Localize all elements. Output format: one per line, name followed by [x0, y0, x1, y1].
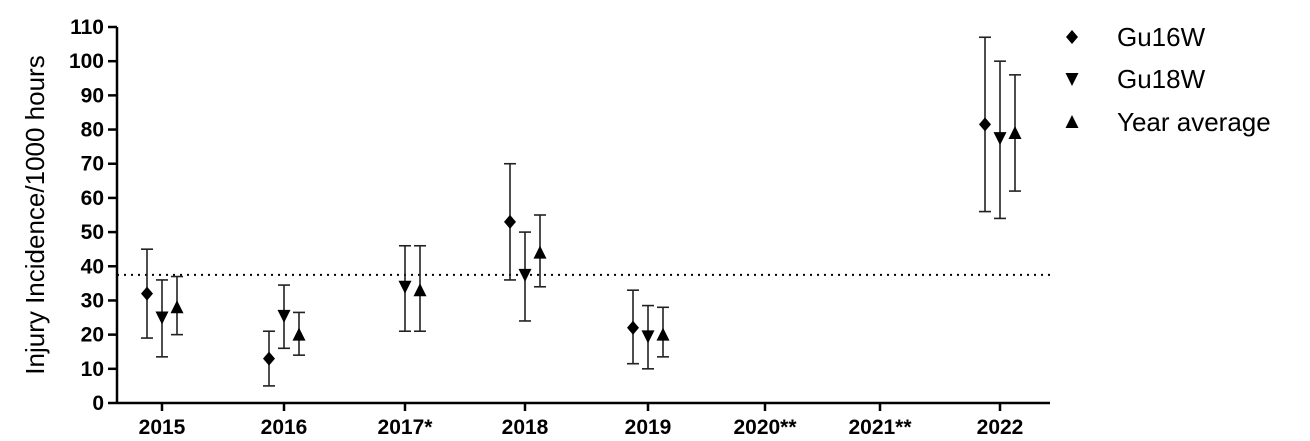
data-point-diamond [263, 351, 275, 366]
legend-marker-triangle-down [1065, 73, 1079, 86]
y-tick-label: 100 [69, 50, 104, 73]
data-point-triangle-down [641, 330, 655, 344]
data-point-triangle-down [993, 132, 1007, 146]
data-point-diamond [504, 214, 516, 229]
y-tick-label: 70 [81, 153, 104, 176]
x-ticks: 2015 2016 2017* 2018 2019 2020** 2021** 2022 [139, 403, 1024, 439]
data-point-triangle-down [398, 280, 412, 294]
series-triangle-up [170, 74, 1022, 358]
y-tick-label: 10 [81, 358, 104, 381]
data-point-diamond [627, 320, 639, 335]
x-tick-label: 2017* [378, 416, 434, 439]
data-point-triangle-up [292, 327, 306, 341]
y-ticks: 0 10 20 30 40 50 60 70 80 90 100 110 [69, 16, 117, 415]
data-point-triangle-up [1008, 125, 1022, 139]
y-tick-label: 90 [81, 84, 104, 107]
series-diamond [141, 36, 991, 387]
y-tick-label: 30 [81, 289, 104, 312]
data-point-diamond [979, 117, 991, 132]
axes [115, 27, 1050, 405]
x-tick-label: 2021** [848, 416, 912, 439]
data-point-triangle-up [533, 245, 547, 259]
data-point-triangle-up [656, 327, 670, 341]
y-tick-label: 40 [81, 255, 104, 278]
x-tick-label: 2019 [625, 416, 672, 439]
legend-marker-diamond [1066, 30, 1078, 44]
series-triangle-down [155, 60, 1007, 370]
y-axis-label: Injury Incidence/1000 hours [20, 55, 50, 374]
legend-label: Gu16W [1117, 22, 1206, 52]
data-point-triangle-down [518, 268, 532, 282]
data-point-diamond [141, 286, 153, 301]
data-point-triangle-down [155, 311, 169, 325]
y-tick-label: 60 [81, 187, 104, 210]
legend-marker-triangle-up [1065, 115, 1079, 128]
data-point-triangle-down [277, 309, 291, 323]
legend-label: Year average [1117, 107, 1271, 137]
x-tick-label: 2016 [261, 416, 308, 439]
y-tick-label: 0 [92, 392, 104, 415]
x-tick-label: 2015 [139, 416, 186, 439]
y-tick-label: 50 [81, 221, 104, 244]
y-tick-label: 20 [81, 324, 104, 347]
x-tick-label: 2020** [733, 416, 797, 439]
y-tick-label: 80 [81, 119, 104, 142]
data-point-triangle-up [170, 300, 184, 314]
legend-label: Gu18W [1117, 64, 1206, 94]
data-point-triangle-up [413, 283, 427, 297]
x-tick-label: 2018 [502, 416, 549, 439]
y-tick-label: 110 [70, 16, 104, 39]
legend: Gu16W Gu18W Year average [1065, 22, 1271, 137]
series [141, 36, 1022, 387]
x-tick-label: 2022 [977, 416, 1024, 439]
